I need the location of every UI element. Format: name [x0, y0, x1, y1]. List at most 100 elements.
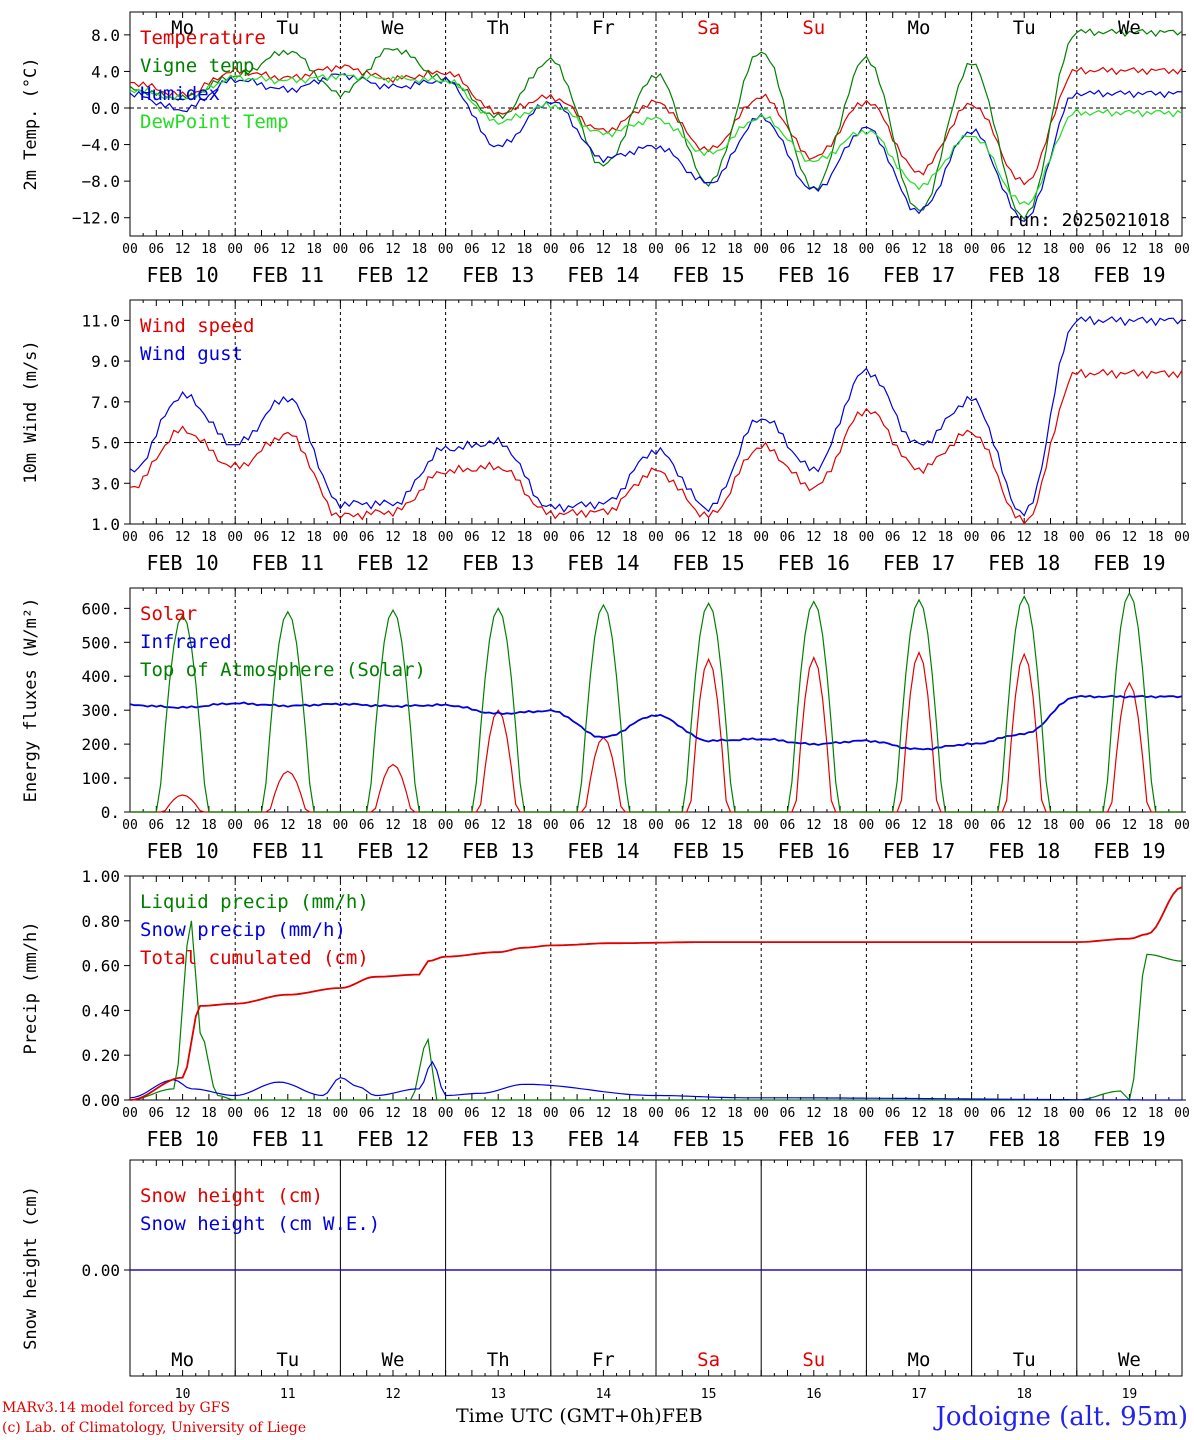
hour-tick-label: 12: [911, 818, 927, 833]
hour-tick-label: 00: [648, 818, 664, 833]
hour-tick-label: 00: [543, 818, 559, 833]
weekday-label: Tu: [1013, 1349, 1036, 1371]
hour-tick-label: 18: [622, 818, 638, 833]
hour-tick-label: 18: [517, 242, 533, 257]
day-number-label: 10: [175, 1387, 191, 1400]
date-label: FEB 12: [357, 551, 429, 575]
hour-tick-label: 00: [648, 530, 664, 545]
hour-tick-label: 18: [1148, 530, 1164, 545]
y-tick-label: 0.: [101, 803, 120, 822]
weekday-label: Th: [487, 17, 510, 39]
date-label: FEB 16: [778, 839, 850, 863]
hour-tick-label: 18: [306, 818, 322, 833]
hour-tick-label: 18: [1148, 1106, 1164, 1121]
weekday-label: Fr: [592, 1349, 615, 1371]
plot-frame: [129, 587, 1183, 813]
hour-tick-label: 00: [122, 242, 138, 257]
weekday-label: Mo: [171, 1349, 194, 1371]
hour-tick-label: 06: [885, 1106, 901, 1121]
hour-tick-label: 00: [859, 1106, 875, 1121]
date-label: FEB 18: [988, 1127, 1060, 1151]
date-label: FEB 12: [357, 263, 429, 287]
date-label: FEB 17: [883, 263, 955, 287]
hour-tick-label: 18: [411, 242, 427, 257]
hour-tick-label: 18: [727, 242, 743, 257]
day-number-label: 16: [806, 1387, 822, 1400]
date-label: FEB 10: [146, 551, 218, 575]
hour-tick-label: 18: [937, 242, 953, 257]
day-number-label: 15: [701, 1387, 717, 1400]
hour-tick-label: 06: [674, 530, 690, 545]
hour-tick-label: 00: [1069, 242, 1085, 257]
hour-tick-label: 12: [280, 242, 296, 257]
hour-tick-label: 00: [227, 530, 243, 545]
hour-tick-label: 12: [385, 530, 401, 545]
legend-entry: Solar: [140, 603, 197, 625]
hour-tick-label: 06: [674, 1106, 690, 1121]
hour-tick-label: 18: [622, 530, 638, 545]
weekday-label: Mo: [908, 17, 931, 39]
legend-entry: Infrared: [140, 631, 232, 653]
date-label: FEB 15: [672, 263, 744, 287]
hour-tick-label: 00: [648, 1106, 664, 1121]
hour-tick-label: 06: [885, 530, 901, 545]
panel-1: 10m Wind (m/s): [21, 299, 1186, 525]
hour-tick-label: 18: [832, 818, 848, 833]
hour-tick-label: 18: [306, 1106, 322, 1121]
y-axis-label: 10m Wind (m/s): [21, 340, 41, 483]
hour-tick-label: 06: [885, 242, 901, 257]
hour-tick-label: 06: [464, 818, 480, 833]
date-label: FEB 19: [1093, 1127, 1165, 1151]
y-tick-label: 600.: [81, 599, 120, 618]
legend-entry: Snow height (cm): [140, 1185, 323, 1207]
legend-entry: DewPoint Temp: [140, 111, 289, 133]
hour-tick-label: 00: [753, 242, 769, 257]
date-label: FEB 17: [883, 1127, 955, 1151]
hour-tick-label: 12: [701, 530, 717, 545]
hour-tick-label: 00: [1174, 818, 1190, 833]
hour-tick-label: 00: [333, 1106, 349, 1121]
date-label: FEB 17: [883, 551, 955, 575]
legend-entry: Total cumulated (cm): [140, 947, 369, 969]
hour-tick-label: 12: [280, 530, 296, 545]
day-number-label: 11: [280, 1387, 296, 1400]
date-label: FEB 10: [146, 839, 218, 863]
hour-tick-label: 00: [122, 818, 138, 833]
y-tick-label: 4.0: [91, 62, 120, 81]
y-tick-label: 3.0: [91, 474, 120, 493]
y-axis-label: Snow height (cm): [21, 1186, 41, 1350]
weekday-label: Mo: [171, 17, 194, 39]
date-label: FEB 10: [146, 1127, 218, 1151]
hour-tick-label: 00: [1174, 530, 1190, 545]
hour-tick-label: 00: [859, 818, 875, 833]
date-label: FEB 15: [672, 551, 744, 575]
legend-entry: Snow height (cm W.E.): [140, 1213, 380, 1235]
hour-tick-label: 06: [990, 1106, 1006, 1121]
hour-tick-label: 00: [753, 1106, 769, 1121]
hour-tick-label: 00: [438, 818, 454, 833]
hour-tick-label: 12: [490, 1106, 506, 1121]
series-line-liquid-precip-mm-h-: [129, 920, 1183, 1102]
hour-tick-label: 00: [227, 818, 243, 833]
hour-tick-label: 18: [1043, 530, 1059, 545]
day-number-label: 14: [596, 1387, 612, 1400]
hour-tick-label: 00: [964, 1106, 980, 1121]
hour-tick-label: 12: [1122, 242, 1138, 257]
hour-tick-label: 18: [411, 818, 427, 833]
weekday-label: Tu: [276, 1349, 299, 1371]
hour-tick-label: 00: [333, 242, 349, 257]
hour-tick-label: 00: [753, 818, 769, 833]
date-label: FEB 14: [567, 551, 639, 575]
series-line-snow-precip-mm-h-: [129, 1060, 1182, 1101]
date-label: FEB 17: [883, 839, 955, 863]
panel-3: Precip (mm/h): [21, 875, 1186, 1102]
hour-tick-label: 06: [990, 530, 1006, 545]
y-tick-label: 1.00: [81, 867, 120, 886]
hour-tick-label: 06: [990, 818, 1006, 833]
hour-tick-label: 00: [1174, 242, 1190, 257]
hour-tick-label: 18: [201, 1106, 217, 1121]
date-label: FEB 12: [357, 839, 429, 863]
weekday-label: Sa: [697, 17, 720, 39]
hour-tick-label: 12: [1122, 530, 1138, 545]
hour-tick-label: 18: [201, 818, 217, 833]
